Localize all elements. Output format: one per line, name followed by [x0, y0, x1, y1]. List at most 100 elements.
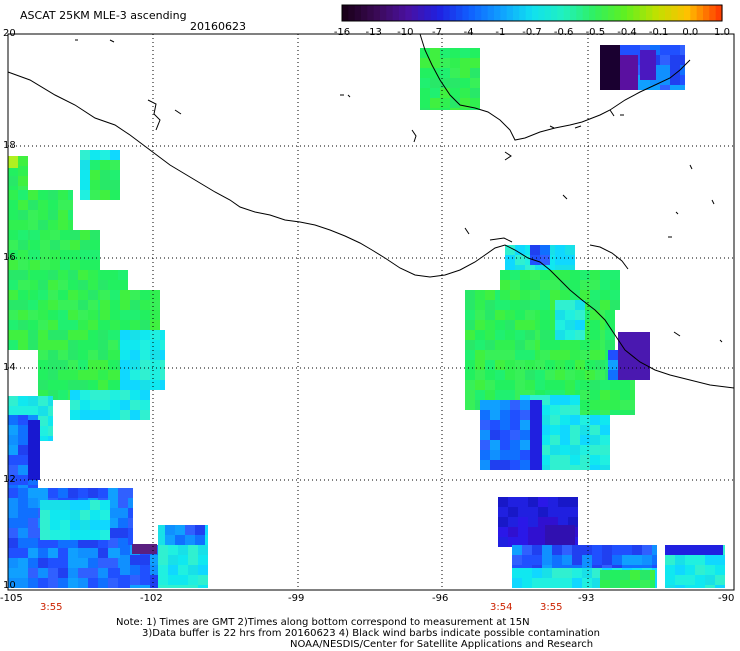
wind-cell [530, 290, 540, 300]
wind-cell [48, 488, 58, 498]
wind-cell [530, 280, 540, 290]
wind-cell [580, 410, 590, 415]
wind-cell [40, 260, 50, 270]
wind-cell [525, 380, 535, 390]
wind-cell [490, 460, 500, 470]
wind-cell [540, 445, 550, 455]
wind-cell [130, 390, 140, 400]
wind-cell [570, 340, 580, 350]
wind-cell [612, 555, 622, 565]
wind-cell [590, 320, 600, 330]
wind-cell [18, 320, 28, 330]
wind-cell [140, 340, 150, 350]
wind-cell [78, 380, 88, 390]
wind-cell [660, 65, 670, 75]
wind-cell [38, 406, 48, 416]
wind-cell [80, 390, 90, 400]
wind-cell [88, 370, 98, 380]
wind-cell [560, 425, 570, 435]
wind-cell [40, 520, 50, 530]
wind-cell [580, 465, 590, 470]
wind-cell [715, 565, 725, 575]
wind-cell [100, 520, 110, 530]
wind-cell [590, 390, 600, 400]
wind-cell [38, 280, 48, 290]
wind-cell [475, 360, 485, 370]
wind-cell [465, 360, 475, 370]
wind-cell [548, 507, 558, 517]
wind-cell [48, 290, 58, 300]
wind-cell [490, 440, 500, 450]
colorbar-segment [614, 5, 622, 21]
colorbar-label: 0.0 [682, 27, 699, 38]
coastline-gulf [419, 33, 691, 141]
wind-cell [8, 425, 18, 435]
wind-cell [512, 555, 522, 565]
wind-cell [58, 290, 68, 300]
colorbar-segment [563, 5, 571, 21]
wind-cell [440, 68, 450, 78]
wind-cell [110, 300, 120, 310]
wind-cell [18, 455, 28, 465]
colorbar-segment [658, 5, 666, 21]
colorbar-segment [405, 5, 413, 21]
wind-cell [652, 555, 657, 565]
wind-cell [78, 320, 88, 330]
wind-cell [460, 58, 470, 68]
wind-cell [70, 390, 80, 400]
wind-cell [485, 320, 495, 330]
wind-cell [108, 548, 118, 558]
wind-cell [58, 210, 68, 220]
wind-cell [38, 350, 48, 360]
wind-cell [512, 568, 522, 578]
wind-cell [485, 330, 495, 340]
wind-cell [715, 585, 725, 588]
wind-cell [98, 538, 108, 548]
wind-cell [550, 290, 560, 300]
wind-cell [498, 527, 508, 537]
wind-cell [420, 108, 430, 110]
wind-cell [572, 578, 582, 588]
wind-cell [8, 270, 18, 280]
wind-cell [620, 400, 630, 410]
wind-cell [420, 68, 430, 78]
wind-cell [80, 410, 90, 420]
wind-cell [130, 310, 140, 320]
wind-cell [98, 558, 108, 568]
wind-cell [520, 270, 530, 280]
wind-cell [8, 465, 18, 475]
wind-cell [620, 570, 630, 580]
wind-cell [28, 508, 38, 518]
wind-cell [8, 250, 18, 260]
wind-cell [90, 390, 100, 400]
wind-cell [592, 578, 602, 588]
wind-cell [108, 370, 118, 380]
wind-cell [620, 55, 638, 90]
wind-cell [640, 50, 656, 80]
wind-cell [28, 485, 38, 490]
wind-cell [8, 320, 18, 330]
wind-cell [8, 568, 18, 578]
wind-cell [542, 545, 552, 555]
wind-cell [8, 166, 18, 176]
wind-cell [185, 525, 195, 535]
wind-cell [38, 538, 48, 548]
colorbar-segment [373, 5, 381, 21]
wind-cell [70, 410, 80, 420]
wind-cell [18, 415, 28, 425]
wind-cell [98, 280, 108, 290]
wind-cell [508, 517, 518, 527]
wind-cell [510, 420, 520, 430]
wind-cell [165, 535, 175, 545]
wind-cell [58, 568, 68, 578]
wind-cell [100, 390, 110, 400]
wind-cell [465, 330, 475, 340]
wind-cell [8, 518, 18, 528]
wind-cell [90, 150, 100, 160]
wind-cell [450, 98, 460, 108]
wind-cell [498, 537, 508, 547]
wind-cell [60, 260, 70, 270]
wind-cell [28, 300, 38, 310]
wind-cell [560, 465, 570, 470]
wind-cell [570, 290, 580, 300]
